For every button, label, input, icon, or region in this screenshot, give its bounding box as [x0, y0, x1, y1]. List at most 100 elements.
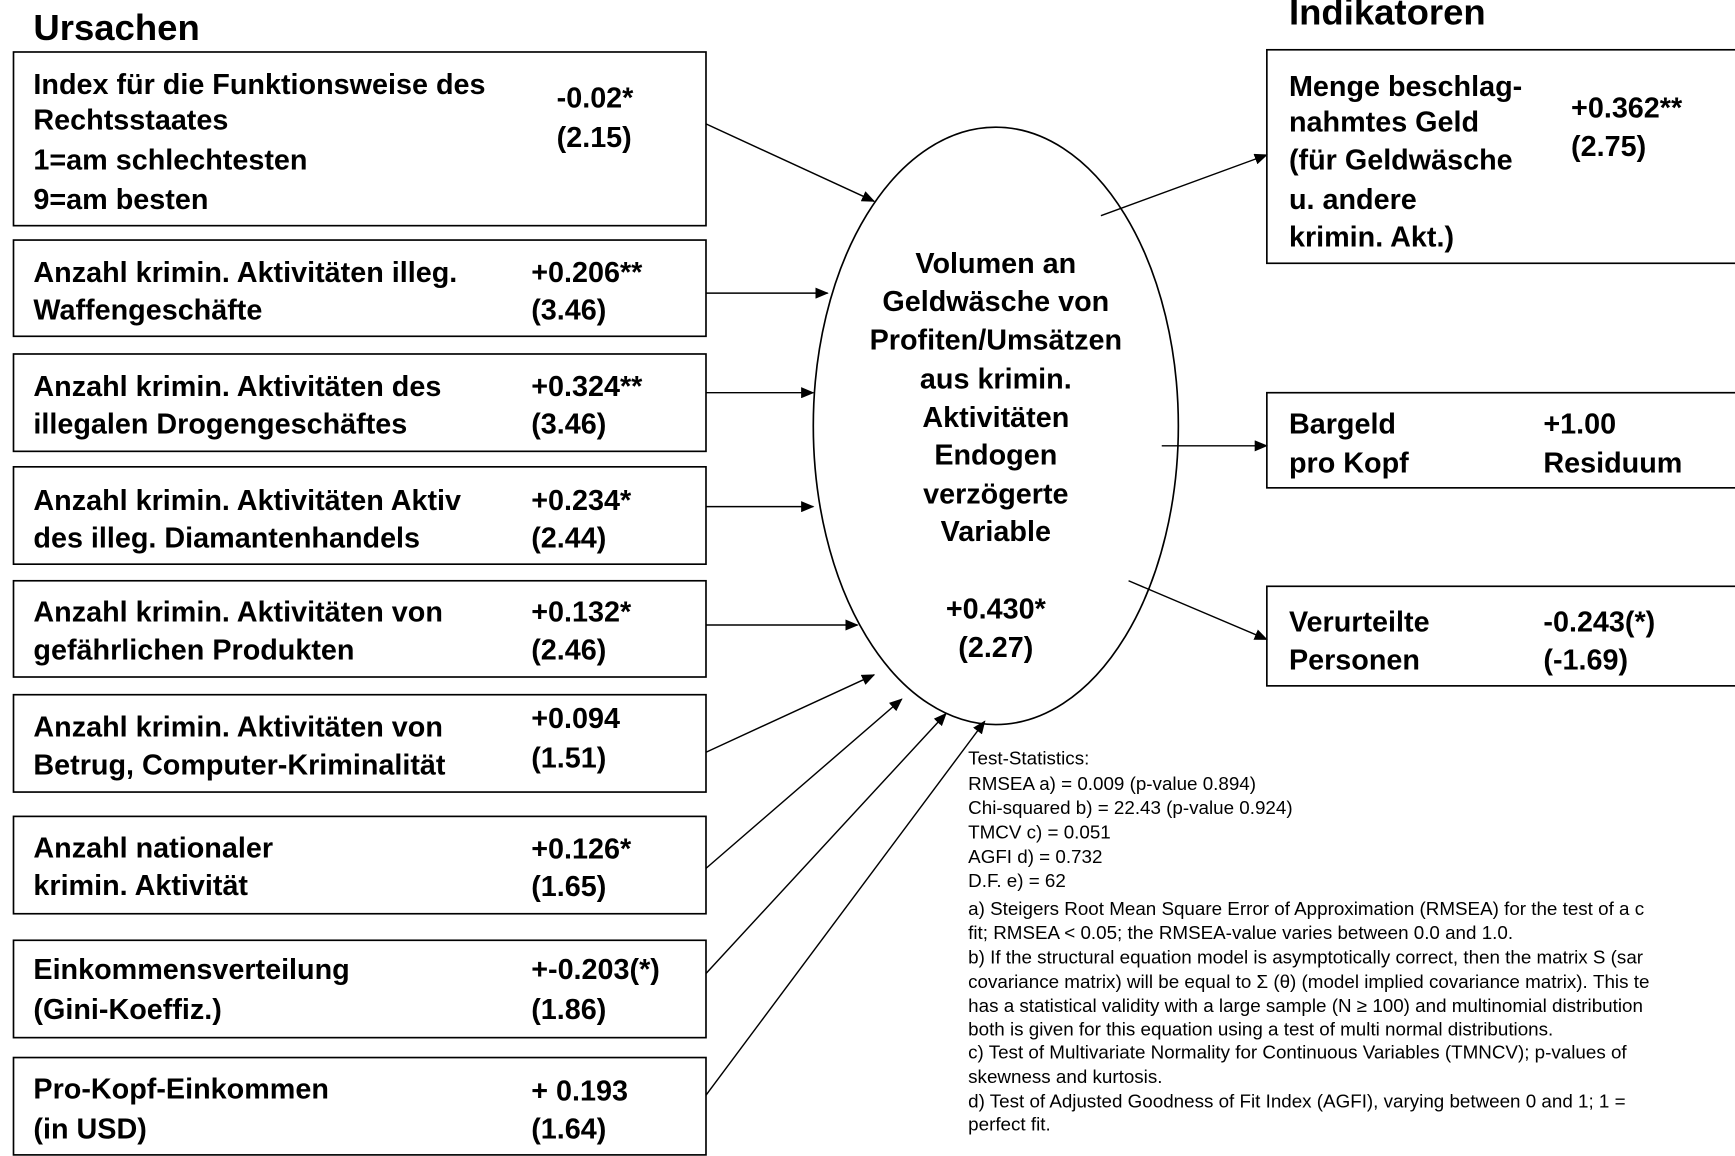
cause-t: (1.51) [531, 743, 606, 775]
cause-label: des illeg. Diamantenhandels [33, 523, 420, 555]
stats-line: covariance matrix) will be equal to Σ (θ… [968, 971, 1649, 992]
indicator-label: Menge beschlag- [1289, 71, 1522, 103]
stats-line: a) Steigers Root Mean Square Error of Ap… [968, 898, 1644, 919]
cause-box [12, 465, 707, 566]
cause-label: Anzahl krimin. Aktivitäten von [33, 597, 443, 629]
cause-label: Betrug, Computer-Kriminalität [33, 749, 446, 781]
indicator-coef: +0.362** [1571, 92, 1683, 124]
indicator-label: (für Geldwäsche [1289, 144, 1513, 176]
indicator-label: Verurteilte [1289, 607, 1430, 639]
cause-box [12, 939, 707, 1039]
cause-label: 9=am besten [33, 184, 208, 216]
stats-line: both is given for this equation using a … [968, 1018, 1553, 1039]
indicator-label: Personen [1289, 644, 1420, 676]
stats-line: skewness and kurtosis. [968, 1066, 1162, 1087]
center-label: Volumen an [915, 248, 1076, 280]
indicator-box [1266, 391, 1735, 489]
cause-coef: +0.206** [531, 257, 643, 289]
center-t: (2.27) [958, 632, 1033, 664]
indicator-box [1266, 48, 1735, 265]
stats-line: Test-Statistics: [968, 747, 1089, 768]
center-label: Aktivitäten [922, 402, 1069, 434]
indicator-t: (2.75) [1571, 131, 1646, 163]
stats-line: d) Test of Adjusted Goodness of Fit Inde… [968, 1090, 1625, 1111]
indicator-coef: +1.00 [1543, 409, 1616, 441]
indicator-coef: -0.243(*) [1543, 607, 1655, 639]
arrow [705, 674, 876, 753]
cause-label: Anzahl krimin. Aktivitäten des [33, 371, 441, 403]
cause-coef: +0.324** [531, 371, 643, 403]
cause-t: (1.86) [531, 994, 606, 1026]
cause-coef: -0.02* [557, 82, 635, 114]
cause-box [12, 239, 707, 338]
indicators-title: Indikatoren [1289, 0, 1486, 32]
stats-line: TMCV c) = 0.051 [968, 822, 1111, 843]
arrow [705, 698, 903, 869]
cause-label: Anzahl krimin. Aktivitäten illeg. [33, 257, 457, 289]
cause-t: (1.65) [531, 871, 606, 903]
stats-line: D.F. e) = 62 [968, 870, 1066, 891]
center-label: Profiten/Umsätzen [870, 325, 1122, 357]
stats-line: has a statistical validity with a large … [968, 995, 1643, 1016]
cause-label: Anzahl nationaler [33, 832, 273, 864]
cause-label: Rechtsstaates [33, 104, 228, 136]
cause-label: Einkommensverteilung [33, 954, 349, 986]
indicator-box [1266, 585, 1735, 687]
cause-box [12, 579, 707, 678]
cause-box [12, 51, 707, 227]
cause-label: Waffengeschäfte [33, 295, 262, 327]
cause-label: (Gini-Koeffiz.) [33, 994, 221, 1026]
center-label: aus krimin. [920, 363, 1072, 395]
cause-label: illegalen Drogengeschäftes [33, 409, 407, 441]
cause-label: Anzahl krimin. Aktivitäten von [33, 712, 443, 744]
cause-label: 1=am schlechtesten [33, 144, 307, 176]
center-coef: +0.430* [946, 593, 1047, 625]
arrow [1100, 153, 1268, 217]
stats-line: fit; RMSEA < 0.05; the RMSEA-value varie… [968, 922, 1513, 943]
indicator-t: (-1.69) [1543, 644, 1628, 676]
causes-title: Ursachen [33, 7, 199, 48]
cause-t: (2.44) [531, 523, 606, 555]
cause-label: Anzahl krimin. Aktivitäten Aktiv [33, 485, 461, 517]
cause-box [12, 1056, 707, 1156]
indicator-t: Residuum [1543, 447, 1682, 479]
arrow [705, 123, 876, 202]
arrow [705, 720, 986, 1096]
cause-coef: +-0.203(*) [531, 954, 660, 986]
cause-t: (2.15) [557, 122, 632, 154]
center-label: Geldwäsche von [882, 286, 1109, 318]
center-ellipse [812, 126, 1180, 726]
indicator-label: u. andere [1289, 184, 1417, 216]
cause-coef: +0.132* [531, 597, 632, 629]
indicator-label: krimin. Akt.) [1289, 222, 1454, 254]
cause-label: krimin. Aktivität [33, 870, 248, 902]
cause-coef: +0.094 [531, 703, 620, 735]
cause-t: (3.46) [531, 295, 606, 327]
stats-line: c) Test of Multivariate Normality for Co… [968, 1042, 1627, 1063]
cause-t: (2.46) [531, 634, 606, 666]
cause-t: (1.64) [531, 1113, 606, 1145]
cause-t: (3.46) [531, 409, 606, 441]
cause-label: (in USD) [33, 1113, 146, 1145]
arrow [705, 712, 947, 974]
cause-box [12, 815, 707, 915]
cause-box [12, 353, 707, 453]
cause-coef: +0.234* [531, 485, 632, 517]
cause-coef: + 0.193 [531, 1076, 628, 1108]
stats-line: b) If the structural equation model is a… [968, 947, 1643, 968]
center-label: Endogen [934, 440, 1057, 472]
cause-label: Pro-Kopf-Einkommen [33, 1073, 329, 1105]
center-label: Variable [941, 516, 1051, 548]
stats-line: Chi-squared b) = 22.43 (p-value 0.924) [968, 797, 1292, 818]
stats-line: AGFI d) = 0.732 [968, 846, 1102, 867]
indicator-label: Bargeld [1289, 409, 1396, 441]
stats-line: RMSEA a) = 0.009 (p-value 0.894) [968, 773, 1256, 794]
cause-label: Index für die Funktionsweise des [33, 69, 485, 101]
center-label: verzögerte [923, 478, 1068, 510]
indicator-label: pro Kopf [1289, 447, 1409, 479]
cause-coef: +0.126* [531, 833, 632, 865]
stats-line: perfect fit. [968, 1114, 1051, 1135]
cause-label: gefährlichen Produkten [33, 634, 354, 666]
arrow [1128, 580, 1268, 641]
